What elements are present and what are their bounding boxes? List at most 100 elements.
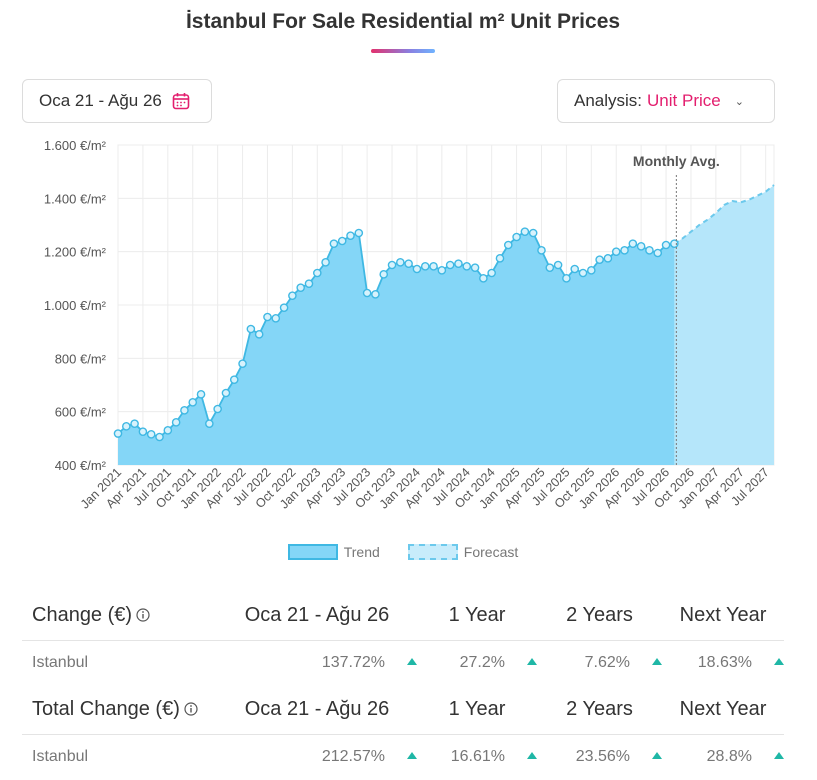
up-arrow-icon bbox=[527, 658, 537, 666]
trend-point bbox=[213, 404, 222, 414]
value-cell: 16.61% bbox=[417, 734, 537, 780]
date-range-label: Oca 21 - Ağu 26 bbox=[39, 91, 162, 110]
trend-point bbox=[520, 227, 530, 236]
trend-points bbox=[113, 227, 679, 442]
trend-point bbox=[130, 419, 139, 428]
date-range-button[interactable]: Oca 21 - Ağu 26 bbox=[22, 79, 212, 123]
trend-point bbox=[138, 427, 148, 436]
one-year-header: 1 Year bbox=[417, 592, 537, 641]
legend-forecast-swatch[interactable] bbox=[407, 544, 458, 560]
trend-point bbox=[379, 270, 389, 279]
row-label: Istanbul bbox=[32, 654, 89, 672]
trend-point bbox=[670, 239, 679, 248]
trend-point bbox=[528, 228, 538, 238]
next-year-header: Next Year bbox=[662, 686, 784, 735]
analysis-dropdown[interactable]: Analysis: Unit Price ⌄ bbox=[557, 79, 775, 123]
analysis-label: Analysis: bbox=[574, 91, 643, 110]
legend-trend-swatch[interactable] bbox=[287, 544, 338, 560]
value-cell: 137.72% bbox=[217, 640, 417, 686]
trend-area bbox=[118, 231, 675, 465]
trend-point bbox=[653, 248, 663, 258]
trend-point bbox=[238, 359, 247, 368]
y-tick-label: 1.400 €/m² bbox=[44, 191, 107, 206]
two-years-header: 2 Years bbox=[537, 686, 662, 735]
trend-point bbox=[221, 388, 231, 398]
trend-point bbox=[470, 263, 480, 272]
y-tick-label: 1.000 €/m² bbox=[44, 298, 107, 313]
row-label: Istanbul bbox=[32, 748, 89, 766]
trend-point bbox=[362, 288, 372, 298]
info-icon[interactable] bbox=[136, 608, 150, 622]
trend-point bbox=[412, 264, 422, 274]
legend-trend-label[interactable]: Trend bbox=[343, 544, 380, 560]
trend-point bbox=[229, 375, 239, 384]
trend-point bbox=[346, 231, 355, 240]
trend-point bbox=[387, 260, 397, 270]
trend-point bbox=[146, 430, 156, 439]
trend-point bbox=[645, 246, 654, 255]
trend-point bbox=[171, 418, 181, 427]
trend-point bbox=[180, 406, 189, 415]
calendar-icon bbox=[172, 93, 190, 110]
page-title: İstanbul For Sale Residential m² Unit Pr… bbox=[185, 10, 621, 33]
trend-point bbox=[321, 258, 330, 267]
value-cell: 28.8% bbox=[662, 734, 784, 780]
trend-point bbox=[404, 259, 413, 268]
chart-legend: Trend Forecast bbox=[0, 544, 806, 560]
trend-point bbox=[454, 259, 463, 268]
trend-point bbox=[396, 258, 405, 267]
info-icon[interactable] bbox=[184, 702, 198, 716]
up-arrow-icon bbox=[527, 752, 537, 760]
total-change-header-row: Total Change (€) Oca 21 - Ağu 26 1 Year … bbox=[22, 686, 784, 735]
trend-point bbox=[288, 291, 297, 300]
next-year-header: Next Year bbox=[662, 592, 784, 641]
up-arrow-icon bbox=[774, 752, 784, 760]
trend-point bbox=[603, 254, 613, 263]
trend-point bbox=[611, 247, 621, 256]
trend-point bbox=[312, 268, 322, 278]
change-stats-table: Change (€) Oca 21 - Ağu 26 1 Year 2 Year… bbox=[22, 592, 784, 780]
trend-point bbox=[429, 262, 438, 271]
y-axis-labels: 400 €/m² 600 €/m² 800 €/m² 1.000 €/m² 1.200 … bbox=[44, 138, 107, 473]
legend-forecast-label[interactable]: Forecast bbox=[463, 544, 519, 560]
trend-point bbox=[437, 266, 447, 275]
forecast-line bbox=[673, 184, 775, 245]
chevron-down-icon: ⌄ bbox=[734, 95, 744, 108]
trend-point bbox=[279, 303, 289, 312]
trend-point bbox=[587, 266, 596, 275]
trend-point bbox=[205, 419, 214, 428]
value-cell: 23.56% bbox=[537, 734, 662, 780]
trend-point bbox=[445, 260, 455, 270]
period-header: Oca 21 - Ağu 26 bbox=[217, 686, 417, 735]
total-change-header: Total Change (€) bbox=[22, 686, 217, 735]
up-arrow-icon bbox=[774, 658, 784, 666]
trend-point bbox=[562, 274, 571, 283]
change-header: Change (€) bbox=[22, 592, 217, 641]
monthly-avg-label: Monthly Avg. bbox=[633, 153, 720, 169]
table-row: Istanbul 212.57% 16.61% 23.56% 28.8% bbox=[22, 734, 784, 780]
up-arrow-icon bbox=[407, 752, 417, 760]
trend-point bbox=[487, 268, 496, 278]
change-header-row: Change (€) Oca 21 - Ağu 26 1 Year 2 Year… bbox=[22, 592, 784, 641]
trend-point bbox=[263, 312, 272, 322]
one-year-header: 1 Year bbox=[417, 686, 537, 735]
value-cell: 212.57% bbox=[217, 734, 417, 780]
trend-point bbox=[196, 390, 206, 399]
trend-point bbox=[329, 239, 339, 248]
trend-point bbox=[537, 246, 546, 255]
table-row: Istanbul 137.72% 27.2% 7.62% 18.63% bbox=[22, 640, 784, 686]
trend-point bbox=[420, 262, 430, 271]
forecast-area bbox=[674, 185, 774, 465]
trend-point bbox=[254, 330, 264, 339]
up-arrow-icon bbox=[652, 752, 662, 760]
trend-point bbox=[188, 398, 198, 407]
y-tick-label: 1.200 €/m² bbox=[44, 245, 107, 260]
trend-point bbox=[354, 228, 364, 238]
trend-point bbox=[628, 239, 638, 248]
y-tick-label: 400 €/m² bbox=[55, 458, 107, 473]
trend-point bbox=[595, 255, 604, 264]
trend-point bbox=[479, 274, 488, 283]
y-tick-label: 1.600 €/m² bbox=[44, 138, 107, 153]
trend-point bbox=[578, 268, 588, 278]
trend-point bbox=[113, 429, 123, 438]
